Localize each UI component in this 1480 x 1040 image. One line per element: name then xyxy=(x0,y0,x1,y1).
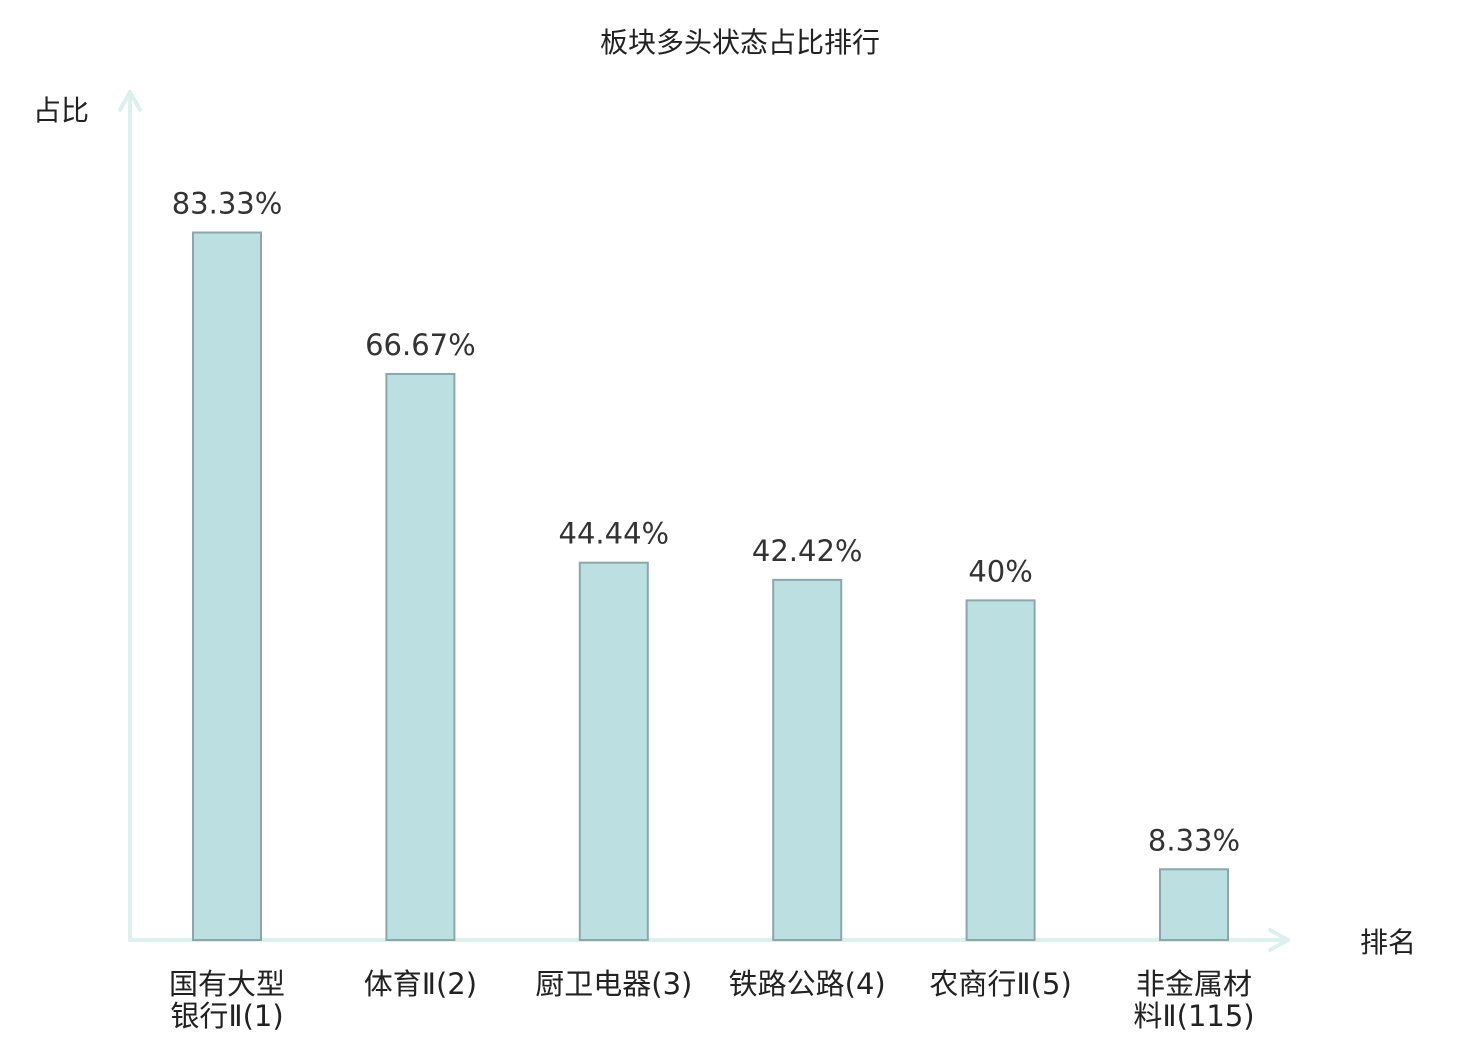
y-axis-label: 占比 xyxy=(33,94,89,127)
y-axis-arrow-right xyxy=(128,90,142,112)
bar xyxy=(965,599,1036,942)
bar-value-label: 44.44% xyxy=(559,517,670,551)
bar-value-label: 83.33% xyxy=(172,187,283,221)
x-axis-arrow-top xyxy=(1268,928,1290,942)
value-labels: 83.33% 66.67% 44.44% 42.42% 40% 8.33% xyxy=(172,187,1240,858)
bar xyxy=(192,231,262,941)
category-label: 体育Ⅱ(2) xyxy=(364,967,477,1001)
bar-value-label: 42.42% xyxy=(752,534,863,568)
category-label: 铁路公路(4) xyxy=(729,967,886,1001)
bar-value-label: 8.33% xyxy=(1148,823,1240,857)
bar-value-label: 40% xyxy=(968,554,1032,588)
bar xyxy=(578,561,649,941)
bar xyxy=(772,578,843,941)
category-label: 非金属材 xyxy=(1136,967,1252,1001)
category-label: 料Ⅱ(115) xyxy=(1133,999,1254,1033)
category-label: 农商行Ⅱ(5) xyxy=(929,967,1071,1001)
x-axis-label: 排名 xyxy=(1360,926,1416,959)
bars xyxy=(192,231,1229,942)
x-axis-arrow-bottom xyxy=(1268,938,1290,952)
category-label: 国有大型 xyxy=(169,967,285,1001)
bar xyxy=(1159,868,1229,942)
y-axis-arrow-left xyxy=(118,90,132,112)
bar xyxy=(385,372,456,942)
category-label: 银行Ⅱ(1) xyxy=(170,999,283,1033)
axes xyxy=(118,90,1290,952)
chart-title: 板块多头状态占比排行 xyxy=(600,26,880,59)
bar-value-label: 66.67% xyxy=(365,328,476,362)
category-label: 厨卫电器(3) xyxy=(535,967,692,1001)
